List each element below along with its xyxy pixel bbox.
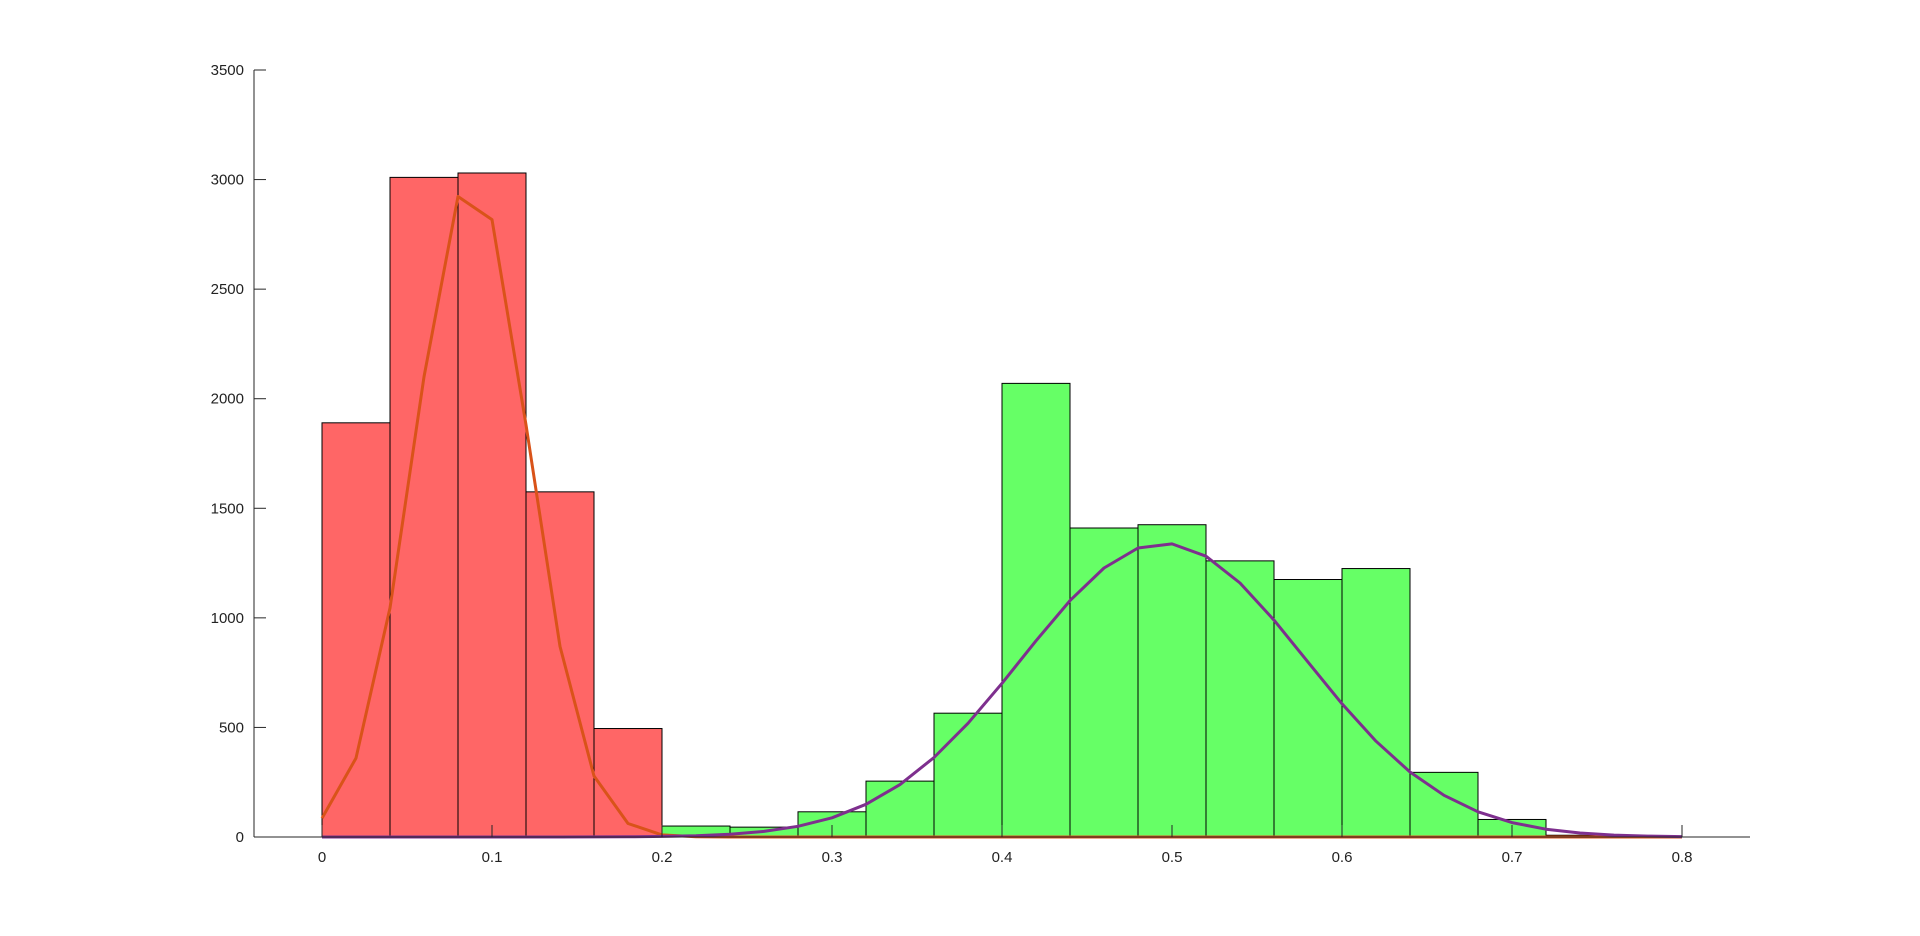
- green-histogram-bars: [661, 382, 1683, 838]
- y-tick-label: 3000: [211, 172, 244, 189]
- histogram-bar-1-9: [1273, 579, 1343, 838]
- histogram-bar-1-3: [865, 780, 935, 838]
- x-tick-label: 0.2: [652, 849, 673, 866]
- y-tick-label: 1000: [211, 610, 244, 627]
- x-tick-label: 0: [318, 849, 326, 866]
- histogram-bar-0-2: [457, 172, 527, 838]
- x-tick-label: 0.7: [1502, 849, 1523, 866]
- histogram-bar-1-10: [1341, 568, 1411, 838]
- histogram-bar-1-8: [1205, 560, 1275, 838]
- y-tick-label: 2500: [211, 281, 244, 298]
- x-tick-label: 0.1: [482, 849, 503, 866]
- x-tick-label: 0.8: [1672, 849, 1693, 866]
- axes: 0 0.1 0.2 0.3 0.4 0.5 0.6 0.7 0.8 0 500 1000 1500 200…: [211, 62, 1750, 866]
- y-tick-label: 2000: [211, 391, 244, 408]
- x-tick-label: 0.3: [822, 849, 843, 866]
- histogram-bar-0-1: [389, 176, 459, 838]
- histogram-bar-1-6: [1069, 527, 1139, 838]
- x-tick-label: 0.6: [1332, 849, 1353, 866]
- histogram-bar-1-5: [1001, 382, 1071, 838]
- y-tick-label: 3500: [211, 62, 244, 79]
- x-tick-label: 0.5: [1162, 849, 1183, 866]
- histogram-bar-0-0: [321, 422, 391, 838]
- histogram-bar-0-4: [593, 728, 663, 838]
- y-tick-label: 1500: [211, 500, 244, 517]
- histogram-bar-0-3: [525, 491, 595, 838]
- red-histogram-bars: [321, 172, 663, 838]
- x-tick-label: 0.4: [992, 849, 1013, 866]
- y-tick-label: 0: [236, 829, 244, 846]
- histogram-bar-1-7: [1137, 524, 1207, 838]
- histogram-bar-1-4: [933, 712, 1003, 838]
- histogram-bar-1-11: [1409, 771, 1479, 838]
- y-tick-label: 500: [219, 719, 244, 736]
